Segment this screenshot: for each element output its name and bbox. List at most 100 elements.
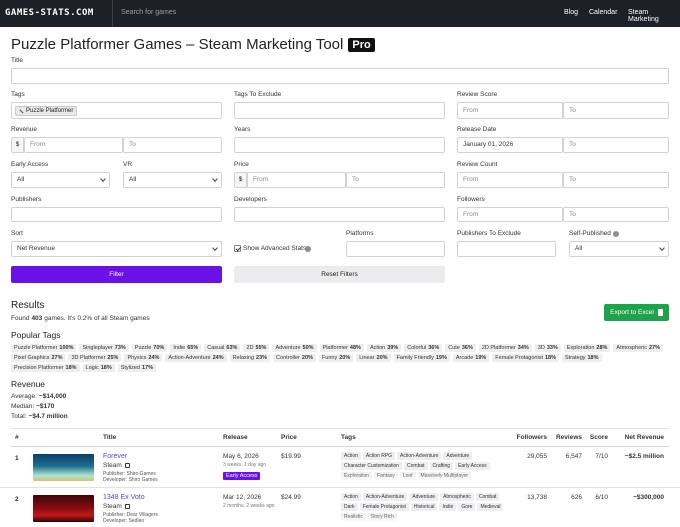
popular-tag: 3D Platformer 25% [68, 354, 122, 362]
text-input[interactable]: Puzzle Platformer [11, 102, 222, 119]
game-title[interactable]: Forever [103, 453, 128, 460]
export-button[interactable]: Export to Excel [604, 304, 669, 321]
popular-tag: Linear 20% [356, 354, 391, 362]
followers: 13,738 [527, 494, 547, 501]
found-prefix: Found [11, 315, 30, 322]
field-label: Platforms [346, 230, 374, 237]
game-tag: Female Protagonist [359, 503, 409, 511]
text-input[interactable]: Net Revenue [11, 241, 222, 257]
text-input[interactable]: From [457, 172, 563, 188]
game-tags: Action Action RPG Action-Adventure Adventur… [341, 452, 509, 485]
text-input[interactable] [234, 102, 445, 119]
text-input[interactable] [234, 137, 445, 153]
store-link[interactable]: Steam [103, 503, 130, 510]
field-label: Followers [457, 196, 485, 203]
game-tags: Action Action-Adventure Adventure Atmospher… [341, 493, 509, 526]
tag-chip[interactable]: Puzzle Platformer [15, 106, 78, 116]
table-row: 1 Forever Steam Publisher: Shiro Games Devel… [0, 447, 680, 487]
text-input[interactable] [346, 241, 445, 257]
release-ago: 3 weeks, 1 day ago [223, 462, 267, 468]
column-header[interactable]: # [15, 434, 19, 441]
text-input[interactable] [457, 241, 556, 257]
game-tag: Crafting [429, 462, 454, 470]
field-label: Years [234, 126, 251, 133]
field-label: Release Date [457, 126, 497, 133]
revenue-stat: Total: ~$4.7 million [11, 413, 68, 420]
column-header[interactable]: Net Revenue [624, 434, 664, 441]
text-input[interactable]: January 01, 2026 [457, 137, 563, 153]
column-header[interactable]: Followers [516, 434, 547, 441]
logo[interactable]: GAMES-STATS.COM [5, 8, 94, 18]
early-access-badge: Early Access [223, 472, 261, 480]
text-input[interactable]: To [346, 172, 445, 188]
tag-name: Arcade [455, 355, 474, 361]
column-header[interactable]: Tags [341, 434, 356, 441]
reset-button[interactable]: Reset Filters [234, 266, 445, 283]
text-input[interactable]: To [563, 137, 669, 153]
popular-tag: 2D Platformer 34% [478, 344, 532, 352]
text-input[interactable] [11, 207, 222, 222]
chip-remove[interactable] [19, 108, 24, 114]
tag-name: 2D [246, 345, 254, 351]
tag-share: 18% [65, 365, 77, 371]
field-label: Publishers To Exclude [457, 230, 521, 237]
text-input[interactable]: From [24, 137, 123, 153]
game-thumbnail[interactable] [33, 495, 94, 522]
release-date: May 6, 2026 [223, 453, 259, 460]
text-input[interactable]: From [457, 102, 563, 119]
text-input[interactable]: All [123, 172, 222, 188]
tag-name: Relaxing [232, 355, 255, 361]
column-header[interactable]: Score [589, 434, 608, 441]
game-tag: Adventure [443, 452, 473, 460]
input-placeholder: To [569, 211, 576, 218]
text-input[interactable] [234, 207, 445, 222]
column-header[interactable]: Price [281, 434, 297, 441]
column-header[interactable]: Reviews [555, 434, 582, 441]
nav-link[interactable]: Calendar [589, 9, 618, 16]
text-input[interactable]: All [11, 172, 110, 188]
input-placeholder: To [569, 176, 576, 183]
filter-button[interactable]: Filter [11, 266, 222, 283]
text-input[interactable]: To [563, 207, 669, 222]
input-placeholder: To [352, 176, 359, 183]
tag-share: 63% [226, 345, 238, 351]
search-placeholder[interactable]: Search for games [121, 9, 177, 16]
text-input[interactable]: To [123, 137, 222, 153]
tag-name: Indie [173, 345, 186, 351]
field-label: Early Access [11, 161, 49, 168]
text-input[interactable]: To [563, 172, 669, 188]
game-title[interactable]: 1348 Ex Voto [103, 494, 145, 501]
publisher: Publisher: Dear Villagers [103, 512, 158, 518]
game-tag: Massively Multiplayer [417, 472, 472, 480]
input-placeholder: To [569, 107, 576, 114]
nav-link[interactable]: Steam Marketing [628, 9, 659, 23]
popular-tag: Action 39% [366, 344, 402, 352]
game-tag: Action [341, 452, 361, 460]
tag-share: 65% [187, 345, 199, 351]
tag-share: 24% [148, 355, 160, 361]
tag-name: Physics [127, 355, 147, 361]
chevron [212, 245, 218, 251]
tag-name: Adventure [275, 345, 301, 351]
tag-share: 19% [475, 355, 487, 361]
input-placeholder: From [30, 141, 46, 148]
tag-share: 17% [141, 365, 153, 371]
field-label: Review Score [457, 91, 498, 98]
game-thumbnail[interactable] [33, 454, 94, 481]
text-input[interactable]: From [247, 172, 346, 188]
text-input[interactable]: To [563, 102, 669, 119]
column-header[interactable]: Release [223, 434, 248, 441]
price: $19.99 [281, 453, 301, 460]
text-input[interactable]: From [457, 207, 563, 222]
text-input[interactable] [11, 68, 669, 84]
popular-tag: Relaxing 23% [229, 354, 271, 362]
column-header[interactable]: Title [103, 434, 117, 441]
tag-share: 36% [461, 345, 473, 351]
text-input[interactable]: All [569, 241, 669, 257]
tag-name: Precision Platformer [14, 365, 64, 371]
checkbox[interactable] [234, 245, 241, 252]
nav-link[interactable]: Blog [564, 9, 579, 16]
store-link[interactable]: Steam [103, 462, 130, 469]
found-count: 403 [31, 315, 43, 322]
currency-symbol: $ [15, 141, 20, 148]
